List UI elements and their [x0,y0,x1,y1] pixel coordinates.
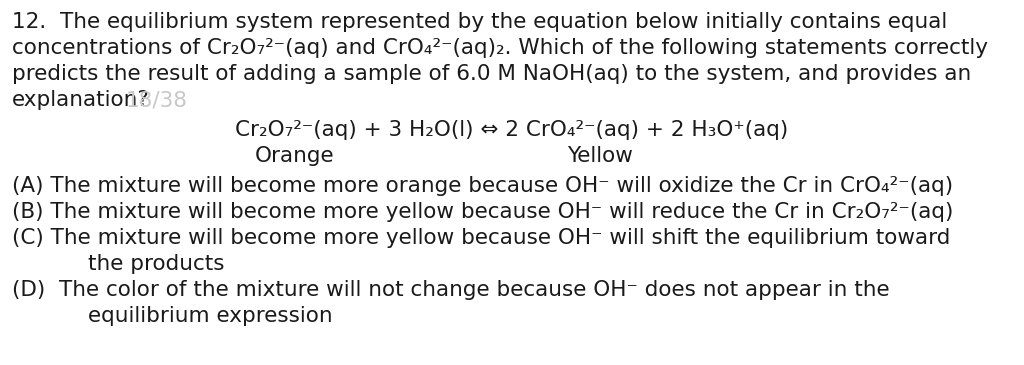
Text: 12.  The equilibrium system represented by the equation below initially contains: 12. The equilibrium system represented b… [12,12,947,32]
Text: Cr₂O₇²⁻(aq) + 3 H₂O(l) ⇔ 2 CrO₄²⁻(aq) + 2 H₃O⁺(aq): Cr₂O₇²⁻(aq) + 3 H₂O(l) ⇔ 2 CrO₄²⁻(aq) + … [236,120,788,140]
Text: (B) The mixture will become more yellow because OH⁻ will reduce the Cr in Cr₂O₇²: (B) The mixture will become more yellow … [12,202,953,222]
Text: (A) The mixture will become more orange because OH⁻ will oxidize the Cr in CrO₄²: (A) The mixture will become more orange … [12,176,953,196]
Text: equilibrium expression: equilibrium expression [88,306,333,326]
Text: Yellow: Yellow [567,146,633,166]
Text: (C) The mixture will become more yellow because OH⁻ will shift the equilibrium t: (C) The mixture will become more yellow … [12,228,950,248]
Text: concentrations of Cr₂O₇²⁻(aq) and CrO₄²⁻(aq)₂. Which of the following statements: concentrations of Cr₂O₇²⁻(aq) and CrO₄²⁻… [12,38,988,58]
Text: predicts the result of adding a sample of 6.0 M NaOH(aq) to the system, and prov: predicts the result of adding a sample o… [12,64,971,84]
Text: explanation?: explanation? [12,90,150,110]
Text: 18/38: 18/38 [126,90,188,110]
Text: the products: the products [88,254,224,274]
Text: (D)  The color of the mixture will not change because OH⁻ does not appear in the: (D) The color of the mixture will not ch… [12,280,890,300]
Text: Orange: Orange [255,146,335,166]
